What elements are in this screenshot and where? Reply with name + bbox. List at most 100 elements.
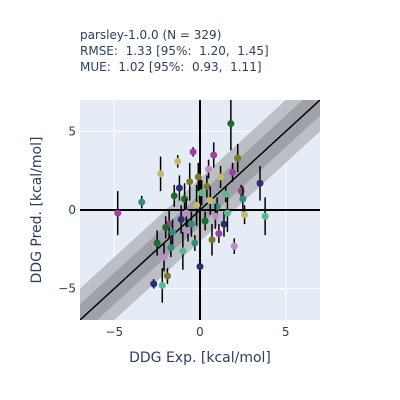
y-tick-label: 0: [68, 203, 76, 217]
data-point: [114, 191, 122, 236]
point-marker: [211, 212, 219, 220]
data-point: [184, 219, 192, 242]
data-point: [239, 186, 247, 212]
data-point: [256, 166, 264, 201]
data-point: [194, 162, 202, 192]
data-point: [169, 219, 177, 245]
y-axis-title: DDG Pred. [kcal/mol]: [29, 137, 45, 284]
point-marker: [189, 148, 197, 156]
point-marker: [239, 195, 247, 203]
data-point: [223, 194, 231, 232]
point-marker: [203, 182, 211, 190]
point-marker: [215, 230, 223, 238]
x-tick-label: 0: [196, 325, 204, 339]
point-marker: [206, 197, 214, 205]
data-point: [210, 142, 218, 168]
data-point: [206, 186, 214, 215]
x-tick-label: 5: [282, 325, 290, 339]
data-point: [174, 155, 182, 168]
point-marker: [160, 253, 168, 261]
point-marker: [174, 157, 182, 165]
chart-title-line-3: MUE: 1.02 [95%: 0.93, 1.11]: [80, 60, 262, 74]
data-point: [138, 195, 146, 209]
chart-title-line-1: parsley-1.0.0 (N = 329): [80, 28, 222, 42]
point-marker: [138, 198, 146, 206]
data-point: [217, 166, 225, 188]
point-marker: [153, 239, 161, 247]
point-marker: [223, 209, 231, 217]
point-marker: [193, 201, 201, 209]
data-point: [191, 235, 199, 251]
y-tick-label: −5: [58, 282, 76, 296]
point-marker: [177, 215, 185, 223]
point-marker: [187, 220, 195, 228]
data-point: [189, 147, 197, 157]
point-marker: [191, 239, 199, 247]
chart-title-line-2: RMSE: 1.33 [95%: 1.20, 1.45]: [80, 44, 269, 58]
point-marker: [114, 209, 122, 217]
data-point: [167, 238, 175, 258]
data-point: [158, 268, 166, 303]
data-point: [201, 211, 209, 231]
data-point: [179, 232, 187, 270]
data-point: [193, 184, 201, 226]
data-point: [229, 162, 237, 182]
point-marker: [230, 242, 238, 250]
data-point: [215, 224, 223, 243]
data-point: [241, 205, 249, 225]
point-marker: [222, 190, 230, 198]
point-marker: [162, 223, 170, 231]
point-marker: [163, 272, 171, 280]
y-tick-label: 5: [68, 124, 76, 138]
point-marker: [234, 154, 242, 162]
point-marker: [217, 173, 225, 181]
x-axis-title: DDG Exp. [kcal/mol]: [129, 350, 271, 366]
data-point: [208, 224, 216, 256]
data-point: [175, 175, 183, 201]
point-marker: [220, 220, 228, 228]
data-point: [187, 211, 195, 237]
data-point: [182, 199, 190, 228]
data-point: [162, 216, 170, 239]
data-point: [186, 162, 194, 201]
data-point: [205, 159, 213, 179]
data-point: [203, 175, 211, 198]
data-point: [157, 156, 165, 192]
data-point: [227, 100, 235, 151]
point-marker: [194, 173, 202, 181]
point-marker: [208, 236, 216, 244]
data-point: [230, 238, 238, 254]
point-marker: [196, 263, 204, 271]
point-marker: [150, 280, 158, 288]
point-marker: [261, 212, 269, 220]
point-marker: [175, 184, 183, 192]
point-marker: [227, 120, 235, 128]
data-point: [163, 268, 171, 284]
point-marker: [198, 189, 206, 197]
point-marker: [186, 178, 194, 186]
data-point: [211, 203, 219, 229]
data-point: [160, 243, 168, 272]
data-point: [261, 197, 269, 236]
data-point: [196, 260, 204, 273]
point-marker: [184, 226, 192, 234]
plot-content: [80, 100, 320, 320]
data-point: [234, 144, 242, 173]
point-marker: [205, 165, 213, 173]
point-marker: [201, 217, 209, 225]
data-point: [198, 180, 206, 206]
point-marker: [210, 151, 218, 159]
data-point: [177, 205, 185, 234]
data-point: [170, 184, 178, 207]
data-point: [153, 230, 161, 256]
point-marker: [229, 168, 237, 176]
point-marker: [179, 247, 187, 255]
point-marker: [157, 170, 165, 178]
data-point: [220, 211, 228, 237]
x-tick-label: −5: [105, 325, 123, 339]
point-marker: [241, 211, 249, 219]
data-point: [222, 186, 230, 203]
point-marker: [158, 281, 166, 289]
point-marker: [167, 244, 175, 252]
